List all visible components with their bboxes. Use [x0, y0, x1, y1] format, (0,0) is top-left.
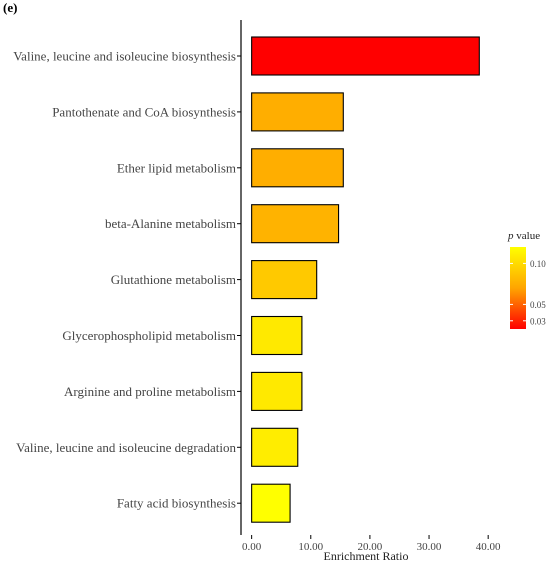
category-label-8: Valine, leucine and isoleucine degradati… — [16, 440, 236, 455]
category-label-5: Glutathione metabolism — [111, 272, 236, 287]
x-tick-label-5: 40.00 — [476, 541, 501, 553]
bars-group — [251, 36, 480, 523]
bar-2 — [251, 92, 344, 132]
category-label-1: Valine, leucine and isoleucine biosynthe… — [13, 49, 236, 64]
legend-tick-label-1: 0.03 — [530, 316, 546, 326]
category-labels: Valine, leucine and isoleucine biosynthe… — [13, 49, 241, 511]
legend-colorbar — [510, 247, 526, 329]
x-tick-label-3: 20.00 — [358, 541, 383, 553]
category-label-2: Pantothenate and CoA biosynthesis — [52, 104, 236, 119]
bar-3 — [251, 148, 344, 188]
x-axis: 0.00 10.00 20.00 30.00 40.00 — [242, 535, 501, 553]
category-label-7: Arginine and proline metabolism — [64, 384, 236, 399]
x-tick-label-4: 30.00 — [417, 541, 442, 553]
panel-label: (e) — [3, 0, 17, 15]
x-tick-label-1: 0.00 — [242, 541, 262, 553]
bar-8 — [251, 427, 299, 467]
legend-ticks: 0.03 0.05 0.10 — [510, 259, 546, 326]
p-value-legend: p value 0.03 0.05 0.10 — [507, 230, 546, 329]
legend-tick-label-2: 0.05 — [530, 300, 546, 310]
bar-5 — [251, 260, 318, 300]
bar-7 — [251, 371, 303, 411]
x-axis-title: Enrichment Ratio — [324, 549, 409, 563]
category-label-6: Glycerophospholipid metabolism — [62, 328, 236, 343]
legend-tick-label-3: 0.10 — [530, 259, 546, 269]
bar-1 — [251, 36, 480, 76]
legend-title-rest: value — [514, 230, 541, 242]
x-tick-label-2: 10.00 — [298, 541, 323, 553]
legend-title-italic: p — [507, 230, 514, 242]
bar-9 — [251, 483, 291, 523]
category-label-4: beta-Alanine metabolism — [105, 216, 236, 231]
legend-title: p value — [507, 230, 540, 242]
category-label-9: Fatty acid biosynthesis — [117, 496, 236, 511]
bar-4 — [251, 204, 340, 244]
bar-6 — [251, 315, 303, 356]
category-label-3: Ether lipid metabolism — [117, 160, 236, 175]
